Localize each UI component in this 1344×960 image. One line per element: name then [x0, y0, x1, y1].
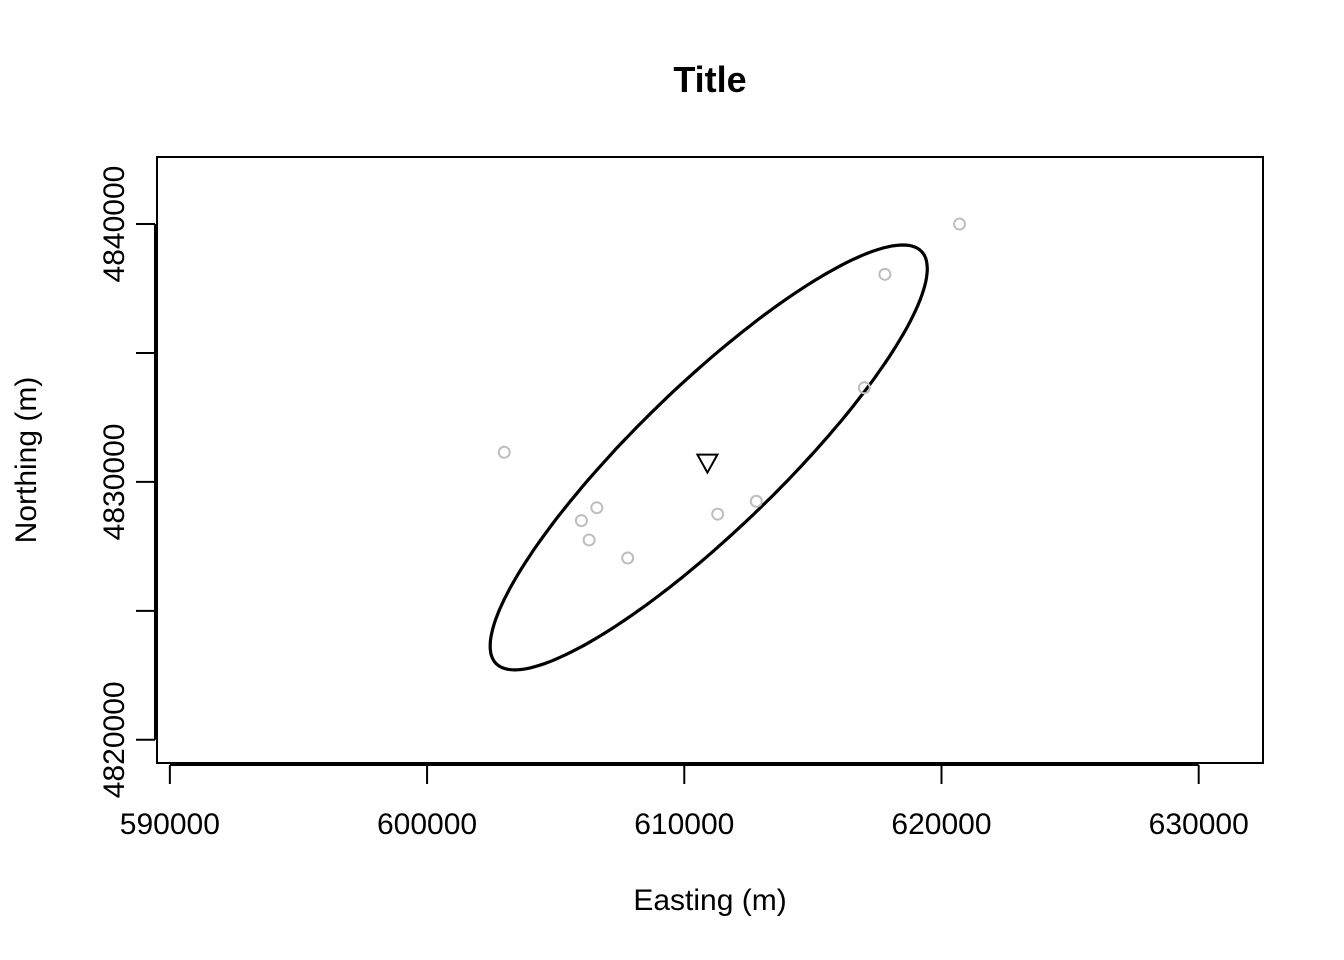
plot-frame [156, 156, 1264, 764]
center-marker [695, 453, 720, 475]
data-point [857, 381, 871, 395]
x-tick-label: 590000 [120, 808, 220, 841]
y-tick-label: 4820000 [98, 681, 131, 798]
data-point [582, 533, 596, 547]
x-tick-label: 620000 [891, 808, 991, 841]
data-point [590, 501, 604, 515]
data-point [878, 267, 892, 281]
data-point [497, 445, 511, 459]
y-axis-label: Northing (m) [10, 377, 43, 544]
y-tick-label: 4840000 [98, 166, 131, 283]
y-tick-label: 4830000 [98, 424, 131, 541]
x-axis-label: Easting (m) [633, 884, 786, 917]
confidence-ellipse [488, 243, 929, 672]
data-point [749, 494, 763, 508]
x-tick-label: 600000 [377, 808, 477, 841]
chart-title: Title [673, 59, 746, 100]
y-axis: 4820000 4830000 4840000 [98, 166, 156, 798]
x-axis: 590000 600000 610000 620000 630000 [120, 764, 1249, 841]
x-tick-label: 630000 [1149, 808, 1249, 841]
data-point [621, 551, 635, 565]
plot-marks [488, 217, 966, 672]
data-point [711, 507, 725, 521]
data-point [574, 514, 588, 528]
data-point [952, 217, 966, 231]
x-tick-label: 610000 [634, 808, 734, 841]
